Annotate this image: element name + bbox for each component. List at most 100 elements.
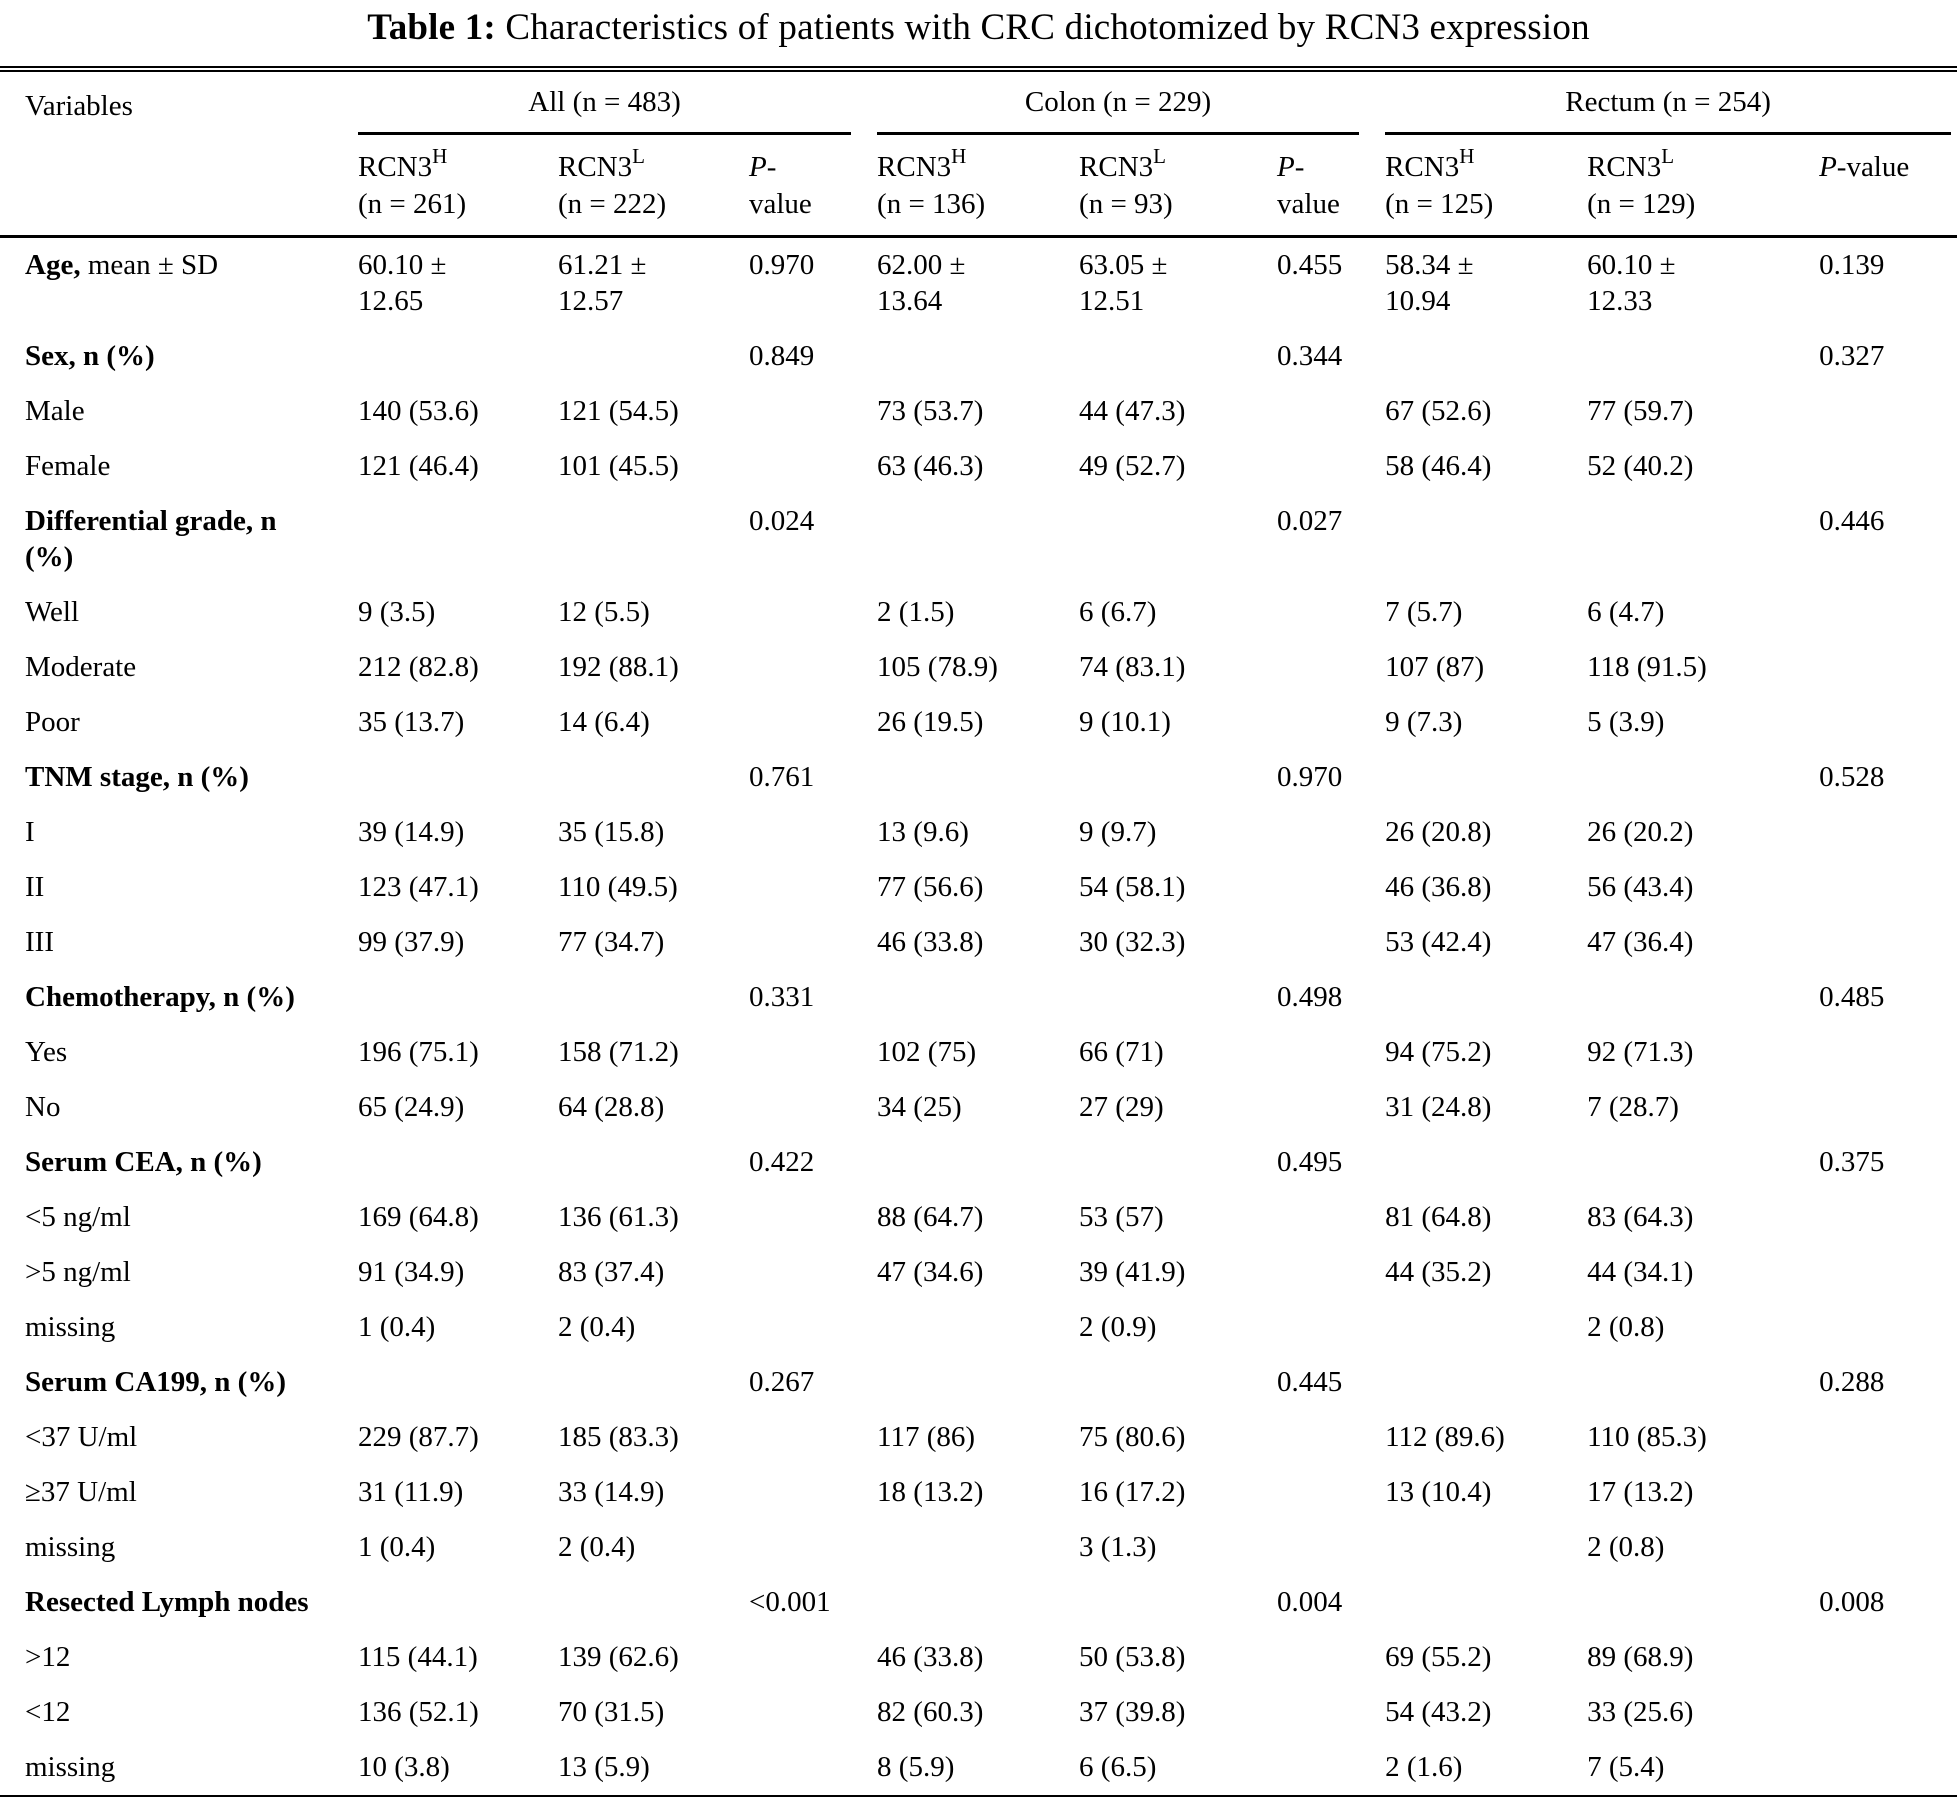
table-cell <box>1277 384 1385 439</box>
table-cell: 140 (53.6) <box>358 395 479 427</box>
table-cell: 91 (34.9) <box>358 1256 465 1288</box>
table-cell <box>1277 439 1385 494</box>
group-header-rectum: Rectum (n = 254) <box>1385 69 1957 135</box>
table-cell: 0.004 <box>1277 1586 1343 1618</box>
col-header-all-rcn3h: RCN3H (n = 261) <box>358 135 558 238</box>
table-row: Resected Lymph nodes <0.001 0.004 0.008 <box>0 1575 1957 1630</box>
table-cell: 47 (34.6) <box>877 1256 984 1288</box>
table-cell <box>749 1025 877 1080</box>
variables-label: Variables <box>25 90 133 122</box>
table-cell <box>1819 1630 1957 1685</box>
table-title-prefix: Table 1: <box>367 7 496 48</box>
table-cell: 121 (54.5) <box>558 395 679 427</box>
table-cell: 0.485 <box>1819 981 1885 1013</box>
table-cell <box>1277 640 1385 695</box>
variables-column-header: Variables <box>0 69 358 238</box>
table-cell: 0.495 <box>1277 1146 1343 1178</box>
table-row: I 39 (14.9) 35 (15.8) 13 (9.6) 9 (9.7) 26 (20… <box>0 805 1957 860</box>
table-cell <box>877 494 1079 585</box>
table-cell: 0.375 <box>1819 1146 1885 1178</box>
table-cell: 110 (49.5) <box>558 871 678 903</box>
row-label: Serum CEA, n (%) <box>25 1146 262 1178</box>
table-cell <box>1819 805 1957 860</box>
table-cell <box>877 750 1079 805</box>
table-cell: 81 (64.8) <box>1385 1201 1492 1233</box>
table-cell <box>558 1355 749 1410</box>
table-cell: 0.327 <box>1819 340 1885 372</box>
table-cell: 30 (32.3) <box>1079 926 1186 958</box>
table-cell: 8 (5.9) <box>877 1751 955 1783</box>
table-cell <box>1385 329 1587 384</box>
table-cell <box>1385 970 1587 1025</box>
table-cell <box>1277 1080 1385 1135</box>
table-cell: 0.139 <box>1819 249 1885 281</box>
table-cell <box>1277 1245 1385 1300</box>
table-cell: 0.498 <box>1277 981 1343 1013</box>
table-cell: 62.00 ± 13.64 <box>877 249 966 317</box>
table-cell: 0.331 <box>749 981 815 1013</box>
table-cell: 92 (71.3) <box>1587 1036 1694 1068</box>
table-cell: 53 (57) <box>1079 1201 1164 1233</box>
group-header-colon: Colon (n = 229) <box>877 69 1385 135</box>
row-label: <5 ng/ml <box>25 1201 131 1233</box>
table-cell: 53 (42.4) <box>1385 926 1492 958</box>
table-cell: 185 (83.3) <box>558 1421 679 1453</box>
table-cell <box>1819 860 1957 915</box>
table-cell: 139 (62.6) <box>558 1641 679 1673</box>
row-label: Age, mean ± SD <box>25 249 219 281</box>
table-cell: 105 (78.9) <box>877 651 998 683</box>
table-row: missing 10 (3.8) 13 (5.9) 8 (5.9) 6 (6.5) 2 (… <box>0 1740 1957 1798</box>
row-label: III <box>25 926 54 958</box>
row-label: <37 U/ml <box>25 1421 138 1453</box>
table-cell <box>1277 1520 1385 1575</box>
table-cell <box>877 1135 1079 1190</box>
table-cell: 52 (40.2) <box>1587 450 1694 482</box>
table-cell <box>358 750 558 805</box>
row-label: No <box>25 1091 61 1123</box>
table-cell <box>1819 1245 1957 1300</box>
table-cell <box>749 1685 877 1740</box>
table-cell: 229 (87.7) <box>358 1421 479 1453</box>
table-cell: 37 (39.8) <box>1079 1696 1186 1728</box>
group-header-row: Variables All (n = 483) Colon (n = 229) … <box>0 69 1957 238</box>
table-row: Female 121 (46.4) 101 (45.5) 63 (46.3) 49 (5… <box>0 439 1957 494</box>
table-row: Serum CA199, n (%) 0.267 0.445 0.288 <box>0 1355 1957 1410</box>
table-cell: 46 (33.8) <box>877 1641 984 1673</box>
table-cell <box>1819 1520 1957 1575</box>
table-cell <box>1819 640 1957 695</box>
row-label: Moderate <box>25 651 137 683</box>
table-cell: 6 (4.7) <box>1587 596 1665 628</box>
group-label-colon: Colon (n = 229) <box>877 84 1360 135</box>
table-cell: 0.970 <box>749 249 815 281</box>
table-cell: 75 (80.6) <box>1079 1421 1186 1453</box>
table-cell: 123 (47.1) <box>358 871 479 903</box>
table-cell <box>749 439 877 494</box>
table-cell: 110 (85.3) <box>1587 1421 1707 1453</box>
table-cell: 26 (19.5) <box>877 706 984 738</box>
table-cell: 58 (46.4) <box>1385 450 1492 482</box>
table-cell <box>749 695 877 750</box>
table-cell: 118 (91.5) <box>1587 651 1707 683</box>
table-cell <box>1587 1135 1819 1190</box>
table-cell: 58.34 ± 10.94 <box>1385 249 1474 317</box>
table-cell: 35 (15.8) <box>558 816 665 848</box>
table-cell: 2 (0.4) <box>558 1311 636 1343</box>
table-cell <box>1587 1575 1819 1630</box>
table-cell <box>1587 750 1819 805</box>
table-cell <box>1587 494 1819 585</box>
table-cell: 56 (43.4) <box>1587 871 1694 903</box>
table-cell <box>1079 1355 1277 1410</box>
table-cell: 60.10 ± 12.65 <box>358 249 447 317</box>
table-row: Sex, n (%) 0.849 0.344 0.327 <box>0 329 1957 384</box>
table-cell <box>1819 439 1957 494</box>
table-cell: 60.10 ± 12.33 <box>1587 249 1676 317</box>
table-cell: 27 (29) <box>1079 1091 1164 1123</box>
table-cell <box>749 860 877 915</box>
table-cell: 73 (53.7) <box>877 395 984 427</box>
table-row: ≥37 U/ml 31 (11.9) 33 (14.9) 18 (13.2) 16 (1… <box>0 1465 1957 1520</box>
table-cell <box>1819 585 1957 640</box>
table-cell: 0.024 <box>749 505 815 537</box>
table-cell <box>1819 695 1957 750</box>
table-cell: 74 (83.1) <box>1079 651 1186 683</box>
